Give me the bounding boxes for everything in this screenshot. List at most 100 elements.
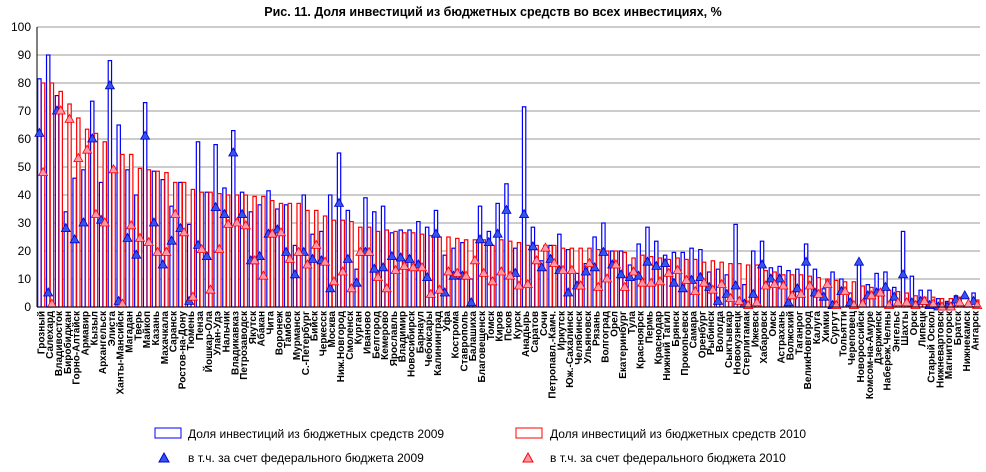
marker-fed-2009 — [880, 281, 891, 291]
x-tick-label: Иркутск — [556, 310, 567, 350]
x-tick-label: Юж.-Сахалинск — [565, 310, 576, 388]
y-tick-label: 80 — [18, 76, 32, 90]
marker-fed-2009 — [510, 267, 521, 277]
bar-2010 — [225, 194, 231, 308]
marker-fed-2010 — [126, 219, 137, 230]
marker-fed-2009 — [527, 240, 539, 251]
marker-fed-2010 — [601, 273, 613, 283]
marker-fed-2009 — [659, 257, 671, 268]
bar-2009 — [89, 100, 95, 308]
marker-fed-2009 — [157, 259, 168, 269]
marker-fed-2010 — [866, 289, 877, 300]
bar-2010 — [76, 117, 81, 308]
bar-2010 — [525, 244, 531, 308]
bar-2009 — [856, 261, 862, 308]
marker-fed-2010 — [531, 254, 542, 265]
bar-2009 — [733, 223, 738, 308]
x-tick-label: Оренбург — [696, 311, 708, 358]
bar-2010 — [155, 170, 160, 308]
x-tick-label: Балашиха — [468, 311, 479, 362]
marker-fed-2010 — [725, 292, 736, 303]
marker-fed-2010 — [707, 284, 719, 294]
x-tick-label: Пенза — [195, 311, 206, 341]
x-tick-label: Омск — [768, 310, 779, 337]
marker-fed-2010 — [637, 277, 648, 287]
marker-fed-2010 — [55, 105, 66, 115]
bar-2009 — [495, 202, 500, 308]
bar-2010 — [243, 194, 249, 308]
bar-2010 — [578, 247, 583, 308]
marker-fed-2009 — [756, 259, 768, 269]
marker-fed-2010 — [619, 281, 630, 291]
marker-fed-2009 — [219, 208, 230, 219]
marker-fed-2009 — [87, 133, 98, 143]
x-tick-label: Волжский — [786, 311, 797, 360]
x-tick-label: Брянск — [671, 310, 682, 347]
x-tick-label: Казань — [151, 311, 162, 346]
marker-fed-2010 — [469, 254, 481, 265]
bar-2010 — [234, 194, 240, 308]
x-tick-label: Екатеринбург — [617, 311, 629, 379]
x-tick-label: Салехард — [45, 310, 56, 359]
bar-2009 — [618, 250, 624, 308]
marker-fed-2009 — [139, 130, 151, 140]
marker-fed-2009 — [580, 266, 591, 276]
marker-fed-2009 — [377, 261, 389, 272]
bar-2010 — [305, 209, 310, 308]
x-tick-label: С.-Петербург — [300, 311, 312, 375]
bar-2010 — [569, 247, 575, 308]
bar-2010 — [587, 247, 592, 308]
x-tick-label: Старый Оскол — [927, 311, 938, 383]
x-tick-label: Ханты-Мансийск — [116, 310, 127, 395]
bar-2009 — [275, 208, 280, 308]
marker-fed-2009 — [536, 261, 547, 272]
marker-fed-2010 — [566, 264, 578, 275]
x-tick-label: Ижевск — [750, 310, 761, 347]
marker-fed-2010 — [240, 219, 251, 230]
bar-2009 — [354, 268, 359, 308]
x-tick-label: Шахты — [900, 311, 911, 346]
marker-fed-2009 — [369, 263, 380, 273]
x-tick-label: Комсом-на-Амуре — [865, 311, 876, 400]
bar-2010 — [84, 128, 90, 308]
x-tick-label: Кызыл — [89, 311, 100, 346]
x-tick-label: Калуга — [812, 311, 823, 345]
bar-2009 — [230, 130, 236, 308]
x-tick-label: Абакан — [256, 311, 268, 346]
legend-label-fed-2009: в т.ч. за счет федерального бюджета 2009 — [188, 451, 424, 465]
x-tick-label: Новороссийск — [856, 310, 867, 383]
x-tick-label: Чита — [266, 311, 277, 335]
marker-fed-2010 — [645, 277, 657, 287]
marker-fed-2010 — [381, 282, 392, 293]
marker-fed-2010 — [231, 217, 243, 227]
marker-fed-2010 — [751, 296, 763, 307]
marker-fed-2010 — [954, 296, 965, 307]
marker-fed-2010 — [460, 270, 472, 280]
x-tick-label: Сургут — [830, 311, 841, 345]
y-tick-label: 100 — [11, 20, 31, 34]
marker-fed-2010 — [557, 264, 569, 275]
x-tick-label: Рыбинск — [705, 310, 717, 355]
marker-fed-2009 — [783, 296, 794, 307]
x-tick-label: Нальчик — [221, 310, 232, 352]
marker-fed-2009 — [730, 280, 741, 290]
x-tick-label: Йошкар-Ола — [202, 311, 215, 373]
bar-2009 — [195, 141, 201, 308]
marker-fed-2010 — [663, 267, 674, 277]
x-tick-label: Ульяновск — [583, 310, 594, 364]
marker-fed-2010 — [769, 278, 780, 289]
x-tick-label: Красноярск — [636, 310, 647, 369]
x-tick-label: Чебоксары — [423, 311, 435, 367]
x-tick-label: Курск — [512, 310, 523, 339]
x-tick-label: Черкесск — [318, 310, 329, 356]
x-tick-label: Химки — [821, 311, 832, 342]
bar-2009 — [372, 211, 377, 308]
x-tick-label: Стерлитамак — [741, 310, 752, 375]
marker-fed-2009 — [800, 256, 812, 266]
marker-fed-2009 — [131, 249, 142, 259]
marker-fed-2009 — [43, 287, 54, 297]
x-tick-label: Барнаул — [415, 311, 426, 353]
x-tick-label: Уфа — [441, 311, 453, 332]
marker-fed-2010 — [258, 270, 269, 280]
